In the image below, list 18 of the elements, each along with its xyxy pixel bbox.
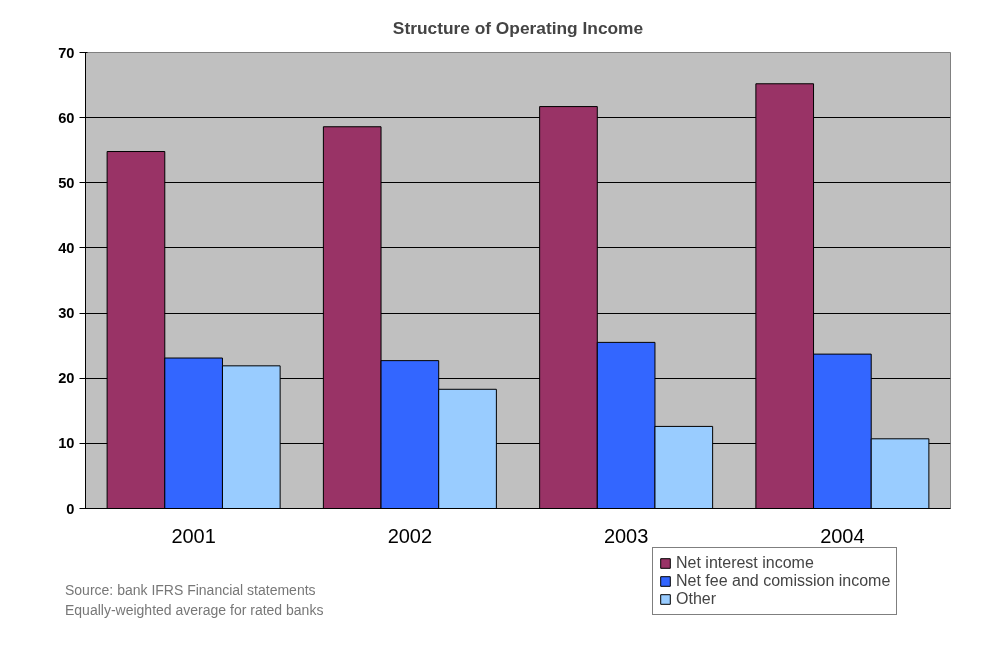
x-tick-label: 2003	[603, 524, 649, 547]
y-tick-label: 70	[58, 44, 75, 61]
x-tick-label: 2001	[171, 524, 216, 547]
x-tick-label: 2004	[820, 524, 865, 547]
legend-label: Other	[676, 590, 717, 608]
chart-title: Structure of Operating Income	[392, 17, 644, 38]
y-tick-label: 60	[58, 109, 75, 126]
source-note: Source: bank IFRS Financial statements	[65, 582, 316, 598]
x-tick-label: 2002	[387, 524, 433, 547]
legend-label: Net interest income	[676, 554, 814, 572]
y-tick-label: 50	[58, 174, 75, 191]
text: Equally-weighted average for rated banks	[65, 602, 324, 618]
y-tick-label: 40	[58, 239, 75, 256]
y-tick-label: 20	[58, 370, 75, 387]
legend-label: Net fee and comission income	[676, 572, 891, 590]
y-tick-label: 0	[66, 500, 75, 517]
y-tick-label: 10	[58, 435, 75, 452]
y-tick-label: 30	[58, 305, 75, 322]
